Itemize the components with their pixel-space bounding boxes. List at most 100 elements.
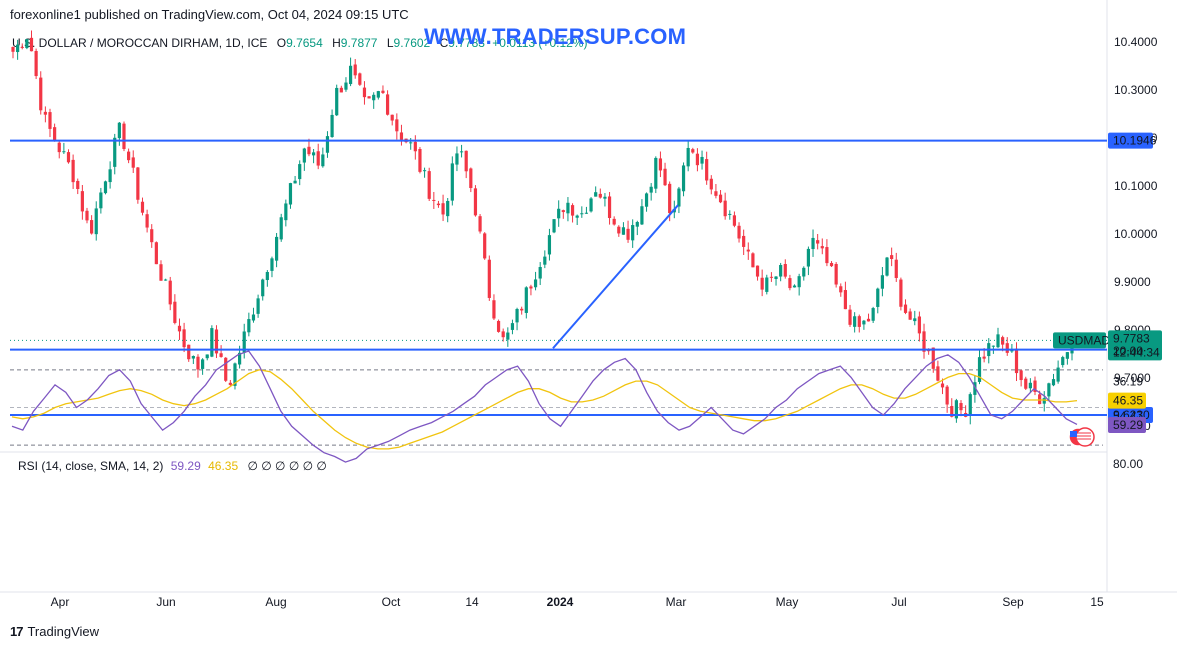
candle-body <box>834 263 838 285</box>
tradingview-logo[interactable]: 17 TradingView <box>10 624 99 639</box>
candle-body <box>279 217 283 240</box>
candle-body <box>136 167 140 200</box>
candle-body <box>543 256 547 265</box>
trendline <box>552 204 679 349</box>
candle-body <box>520 308 524 311</box>
rsi-value: 59.29 <box>170 459 201 473</box>
candle-body <box>1042 398 1046 404</box>
candle-body <box>959 403 963 411</box>
level-price-label: 10.1946 <box>1113 134 1157 148</box>
watermark-text: WWW.TRADERSUP.COM <box>424 24 687 49</box>
candle-body <box>728 213 732 215</box>
last-price-label: 9.7783 <box>1113 331 1150 345</box>
candle-body <box>931 347 935 369</box>
candle-body <box>413 141 417 152</box>
rsi-sma-line <box>11 369 1078 450</box>
symbol-title: U.S. DOLLAR / MOROCCAN DIRHAM, 1D, ICE <box>12 36 268 50</box>
candle-body <box>654 157 658 189</box>
candle-body <box>913 318 917 322</box>
publisher-line: forexonline1 published on TradingView.co… <box>10 7 409 22</box>
candle-body <box>145 214 149 228</box>
candle-body <box>774 276 778 279</box>
candle-body <box>210 328 214 357</box>
candle-body <box>390 114 394 121</box>
candle-body <box>806 248 811 267</box>
candle-body <box>880 275 884 289</box>
candle-body <box>103 181 108 194</box>
rsi-tick-label: 80.00 <box>1113 457 1143 471</box>
candle-body <box>524 287 528 313</box>
candle-body <box>691 149 695 153</box>
candle-body <box>561 210 565 213</box>
candle-body <box>496 320 501 332</box>
candle-body <box>131 157 135 168</box>
candle-body <box>751 253 755 268</box>
price-tick-label: 9.9000 <box>1114 275 1151 289</box>
candle-body <box>409 142 413 144</box>
candle-body <box>626 228 630 240</box>
candle-body <box>127 151 131 161</box>
candle-body <box>48 112 52 129</box>
candle-body <box>700 156 704 164</box>
us-flag-icon <box>1068 427 1095 447</box>
candle-body <box>954 400 958 419</box>
candle-body <box>908 311 912 320</box>
candle-body <box>94 208 98 235</box>
candle-body <box>598 193 602 198</box>
candle-body <box>187 344 191 360</box>
time-tick-label: 15 <box>1090 595 1104 609</box>
candle-body <box>469 168 473 189</box>
candle-body <box>940 383 945 388</box>
candle-body <box>1061 357 1065 366</box>
candle-body <box>473 188 478 216</box>
time-tick-label: 14 <box>465 595 479 609</box>
candle-body <box>677 188 681 207</box>
time-tick-label: Mar <box>666 595 687 609</box>
candle-body <box>1024 378 1028 389</box>
candle-body <box>723 200 727 217</box>
candle-body <box>372 94 376 101</box>
time-tick-label: Jun <box>156 595 175 609</box>
candle-body <box>362 87 367 98</box>
price-tick-label: 10.0000 <box>1114 227 1158 241</box>
candle-body <box>552 219 556 233</box>
candle-body <box>1014 348 1019 374</box>
candle-body <box>820 246 824 249</box>
rsi-value-tag-label: 59.29 <box>1113 418 1143 432</box>
candle-body <box>631 225 635 241</box>
candle-body <box>261 279 265 297</box>
candle-body <box>321 154 325 167</box>
candle-body <box>557 208 561 219</box>
candle-body <box>547 235 552 255</box>
candle-body <box>589 198 593 212</box>
candle-body <box>205 354 209 359</box>
candle-body <box>265 272 269 281</box>
candle-body <box>640 206 644 225</box>
candle-body <box>441 203 445 215</box>
candle-body <box>455 153 459 165</box>
candle-body <box>894 259 898 278</box>
candle-body <box>385 94 390 115</box>
candle-body <box>533 279 538 288</box>
candle-body <box>233 363 237 386</box>
candle-body <box>140 201 145 213</box>
candle-body <box>381 90 385 93</box>
candle-body <box>658 158 663 171</box>
candles-group <box>11 30 1074 425</box>
candle-body <box>154 242 158 265</box>
time-tick-label: Oct <box>382 595 401 609</box>
candle-body <box>191 355 195 359</box>
candle-body <box>348 65 353 85</box>
candle-body <box>53 127 57 142</box>
candle-body <box>839 286 843 293</box>
candle-body <box>302 148 306 163</box>
candle-body <box>76 180 80 190</box>
rsi-value-tag <box>1108 416 1146 433</box>
candle-body <box>825 247 829 264</box>
price-legend: U.S. DOLLAR / MOROCCAN DIRHAM, 1D, ICE O… <box>12 36 587 50</box>
candle-body <box>66 152 71 163</box>
candle-body <box>80 191 84 212</box>
candle-body <box>376 91 380 98</box>
candle-body <box>20 46 24 48</box>
